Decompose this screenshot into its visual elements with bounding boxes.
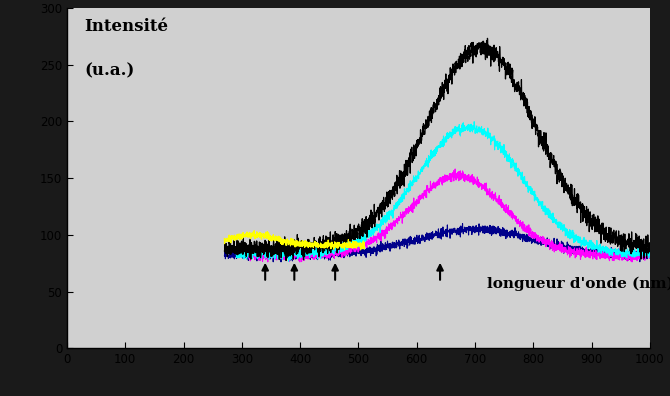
Text: Intensité: Intensité [84, 18, 168, 35]
Text: (u.a.): (u.a.) [84, 63, 135, 80]
Text: longueur d'onde (nm): longueur d'onde (nm) [486, 276, 670, 291]
